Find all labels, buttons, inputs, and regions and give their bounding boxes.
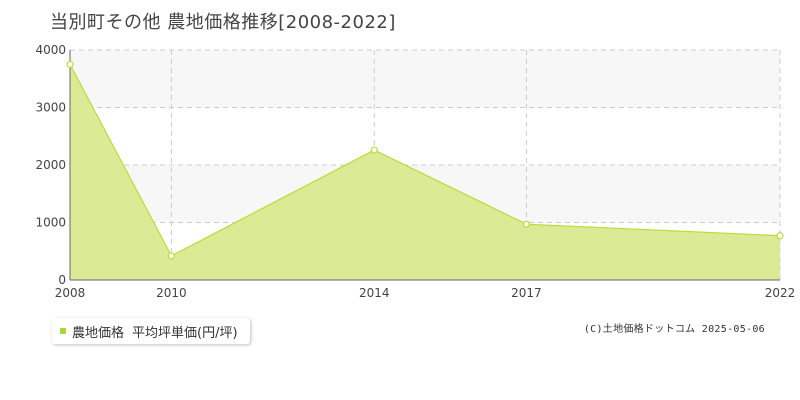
- legend-unit-label: 平均坪単価(円/坪): [132, 325, 238, 341]
- y-tick-label: 3000: [35, 101, 66, 115]
- data-point: [776, 232, 784, 240]
- x-tick-label: 2017: [511, 286, 542, 300]
- legend-swatch: [60, 328, 66, 334]
- legend-series-label: 農地価格: [72, 325, 125, 341]
- legend: 農地価格 平均坪単価(円/坪): [52, 318, 250, 344]
- x-tick-label: 2008: [55, 286, 86, 300]
- x-tick-label: 2014: [359, 286, 390, 300]
- background-band: [70, 50, 780, 108]
- y-tick-label: 0: [58, 273, 66, 287]
- background-band: [70, 107, 780, 165]
- chart-title: 当別町その他 農地価格推移[2008-2022]: [50, 12, 396, 33]
- x-tick-label: 2010: [156, 286, 187, 300]
- data-point: [167, 252, 176, 260]
- data-points: [66, 60, 784, 260]
- x-tick-label: 2022: [765, 286, 796, 300]
- y-tick-label: 4000: [35, 43, 66, 57]
- data-point: [66, 60, 74, 68]
- price-area: [70, 64, 780, 280]
- y-tick-label: 2000: [35, 158, 66, 172]
- credit-text: (C)土地価格ドットコム 2025-05-06: [583, 324, 765, 335]
- x-tick-labels: 2008 2010 2014 2017 2022: [55, 286, 796, 300]
- data-point: [370, 146, 378, 154]
- data-point: [522, 220, 531, 228]
- y-tick-labels: 0 1000 2000 3000 4000: [35, 43, 66, 287]
- y-tick-label: 1000: [35, 216, 66, 230]
